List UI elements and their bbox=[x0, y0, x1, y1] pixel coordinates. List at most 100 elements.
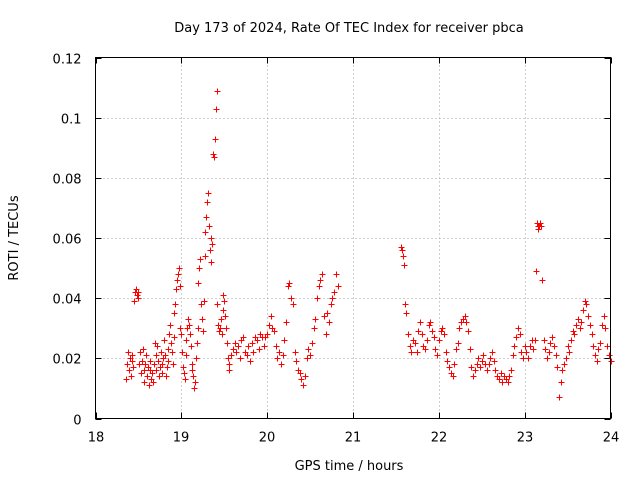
data-point bbox=[139, 358, 146, 365]
data-point bbox=[556, 394, 563, 401]
data-point bbox=[472, 367, 479, 374]
data-point bbox=[444, 358, 451, 365]
data-points bbox=[123, 88, 615, 401]
data-point bbox=[484, 367, 491, 374]
data-point bbox=[575, 316, 582, 323]
data-point bbox=[211, 154, 218, 161]
data-point bbox=[453, 346, 460, 353]
data-point bbox=[153, 352, 160, 359]
data-point bbox=[399, 247, 406, 254]
data-point bbox=[467, 346, 474, 353]
data-point bbox=[538, 223, 545, 230]
data-point bbox=[209, 241, 216, 248]
data-point bbox=[429, 328, 436, 335]
data-point bbox=[247, 358, 254, 365]
data-point bbox=[592, 352, 599, 359]
data-point bbox=[125, 349, 132, 356]
data-point bbox=[571, 331, 578, 338]
data-point bbox=[480, 352, 487, 359]
data-point bbox=[220, 307, 227, 314]
data-point bbox=[537, 220, 544, 227]
data-point bbox=[202, 229, 209, 236]
data-point bbox=[162, 352, 169, 359]
data-point bbox=[178, 331, 185, 338]
data-point bbox=[451, 361, 458, 368]
data-point bbox=[407, 343, 414, 350]
data-point bbox=[196, 265, 203, 272]
data-point bbox=[601, 313, 608, 320]
data-point bbox=[496, 376, 503, 383]
data-point bbox=[314, 295, 321, 302]
data-point bbox=[140, 346, 147, 353]
data-point bbox=[594, 358, 601, 365]
x-tick-labels: 18 19 20 21 22 23 24 bbox=[88, 431, 620, 446]
data-point bbox=[290, 301, 297, 308]
data-point bbox=[506, 373, 513, 380]
data-point bbox=[465, 328, 472, 335]
data-point bbox=[128, 373, 135, 380]
data-point bbox=[228, 352, 235, 359]
data-point bbox=[256, 346, 263, 353]
data-point bbox=[264, 331, 271, 338]
data-point bbox=[146, 382, 153, 389]
data-point bbox=[489, 349, 496, 356]
data-point bbox=[606, 352, 613, 359]
data-point bbox=[498, 370, 505, 377]
data-point bbox=[566, 349, 573, 356]
data-point bbox=[328, 301, 335, 308]
data-point bbox=[217, 325, 224, 332]
data-point bbox=[292, 349, 299, 356]
data-point bbox=[283, 319, 290, 326]
data-point bbox=[422, 346, 429, 353]
data-point bbox=[199, 316, 206, 323]
data-point bbox=[219, 331, 226, 338]
data-point bbox=[191, 385, 198, 392]
data-point bbox=[311, 325, 318, 332]
data-point bbox=[185, 316, 192, 323]
data-point bbox=[578, 319, 585, 326]
data-point bbox=[189, 367, 196, 374]
data-point bbox=[226, 367, 233, 374]
data-point bbox=[159, 370, 166, 377]
data-point bbox=[439, 325, 446, 332]
data-point bbox=[426, 322, 433, 329]
data-point bbox=[153, 367, 160, 374]
data-point bbox=[213, 106, 220, 113]
data-point bbox=[143, 352, 150, 359]
data-point bbox=[190, 373, 197, 380]
data-point bbox=[492, 367, 499, 374]
y-tick-labels: 0 0.02 0.04 0.06 0.08 0.1 0.12 bbox=[53, 53, 82, 429]
y-tick-label: 0.12 bbox=[53, 53, 82, 68]
data-point bbox=[577, 325, 584, 332]
data-point bbox=[174, 277, 181, 284]
data-point bbox=[326, 319, 333, 326]
data-point bbox=[297, 370, 304, 377]
data-point bbox=[546, 349, 553, 356]
data-point bbox=[237, 355, 244, 362]
data-point bbox=[161, 337, 168, 344]
data-point bbox=[604, 343, 611, 350]
data-point bbox=[319, 271, 326, 278]
data-point bbox=[400, 253, 407, 260]
data-point bbox=[462, 313, 469, 320]
data-point bbox=[563, 355, 570, 362]
x-tick-label: 18 bbox=[88, 431, 105, 446]
data-point bbox=[530, 346, 537, 353]
y-tick-label: 0.04 bbox=[53, 293, 82, 308]
data-point bbox=[280, 352, 287, 359]
y-tick-label: 0 bbox=[73, 414, 81, 429]
data-point bbox=[434, 352, 441, 359]
data-point bbox=[141, 367, 148, 374]
data-point bbox=[165, 358, 172, 365]
data-point bbox=[189, 361, 196, 368]
data-point bbox=[477, 364, 484, 371]
data-point bbox=[205, 190, 212, 197]
data-point bbox=[446, 364, 453, 371]
data-point bbox=[268, 313, 275, 320]
data-point bbox=[131, 298, 138, 305]
data-point bbox=[474, 361, 481, 368]
y-tick-label: 0.02 bbox=[53, 353, 82, 368]
data-point bbox=[323, 331, 330, 338]
data-point bbox=[554, 364, 561, 371]
